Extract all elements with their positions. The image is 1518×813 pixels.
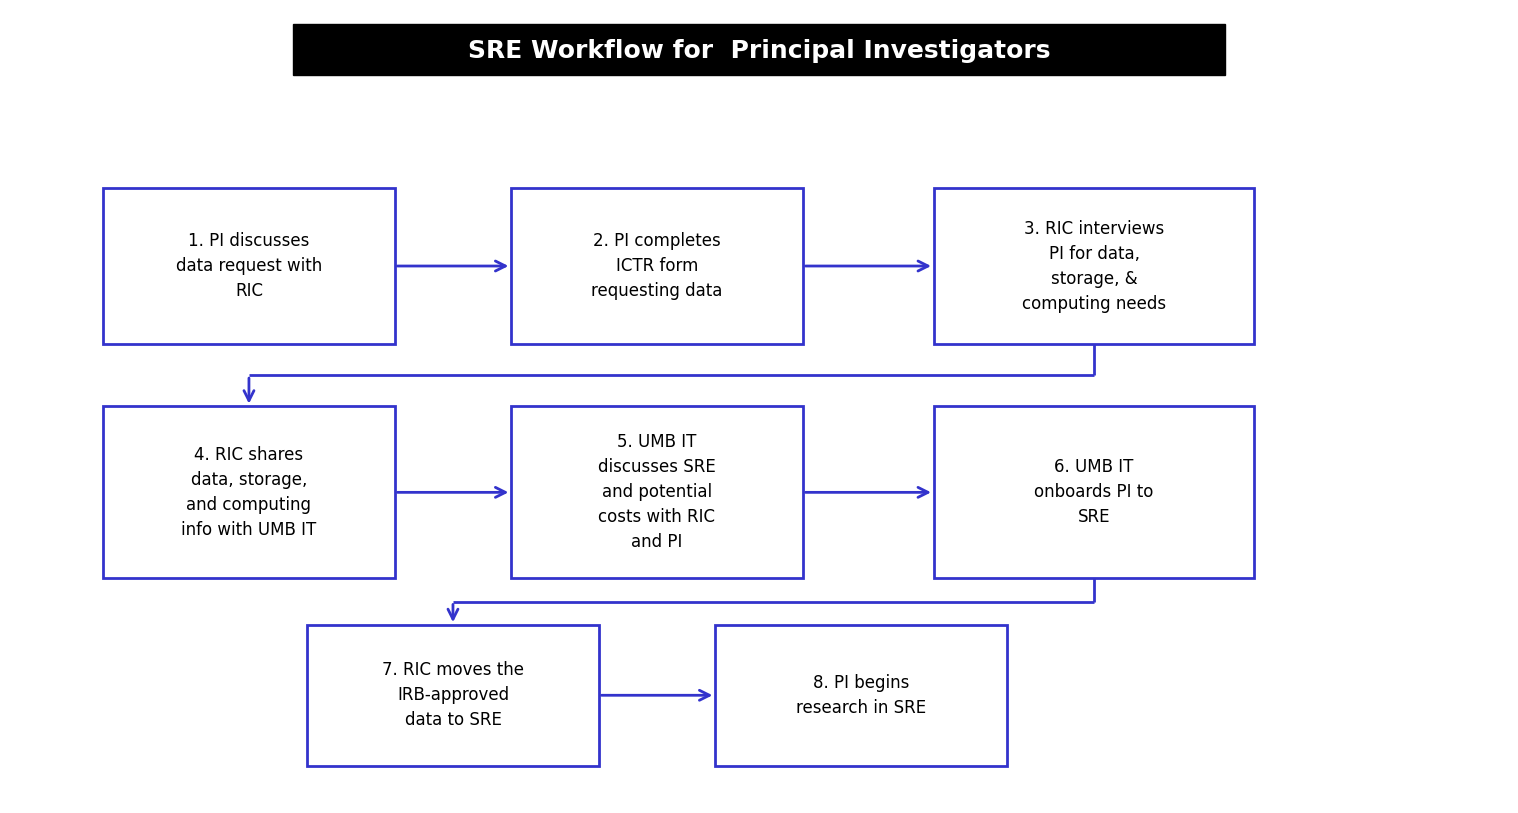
Text: 6. UMB IT
onboards PI to
SRE: 6. UMB IT onboards PI to SRE xyxy=(1034,459,1154,526)
FancyBboxPatch shape xyxy=(512,406,803,578)
FancyBboxPatch shape xyxy=(293,24,1225,75)
FancyBboxPatch shape xyxy=(512,188,803,344)
FancyBboxPatch shape xyxy=(934,188,1254,344)
Text: 5. UMB IT
discusses SRE
and potential
costs with RIC
and PI: 5. UMB IT discusses SRE and potential co… xyxy=(598,433,716,551)
FancyBboxPatch shape xyxy=(103,188,395,344)
Text: SRE Workflow for  Principal Investigators: SRE Workflow for Principal Investigators xyxy=(468,39,1050,63)
FancyBboxPatch shape xyxy=(934,406,1254,578)
FancyBboxPatch shape xyxy=(715,625,1006,766)
Text: 7. RIC moves the
IRB-approved
data to SRE: 7. RIC moves the IRB-approved data to SR… xyxy=(383,661,524,729)
Text: 2. PI completes
ICTR form
requesting data: 2. PI completes ICTR form requesting dat… xyxy=(592,232,723,300)
FancyBboxPatch shape xyxy=(103,406,395,578)
Text: 8. PI begins
research in SRE: 8. PI begins research in SRE xyxy=(795,674,926,717)
Text: 1. PI discusses
data request with
RIC: 1. PI discusses data request with RIC xyxy=(176,232,322,300)
FancyBboxPatch shape xyxy=(307,625,598,766)
Text: 3. RIC interviews
PI for data,
storage, &
computing needs: 3. RIC interviews PI for data, storage, … xyxy=(1022,220,1166,312)
Text: 4. RIC shares
data, storage,
and computing
info with UMB IT: 4. RIC shares data, storage, and computi… xyxy=(181,446,317,539)
